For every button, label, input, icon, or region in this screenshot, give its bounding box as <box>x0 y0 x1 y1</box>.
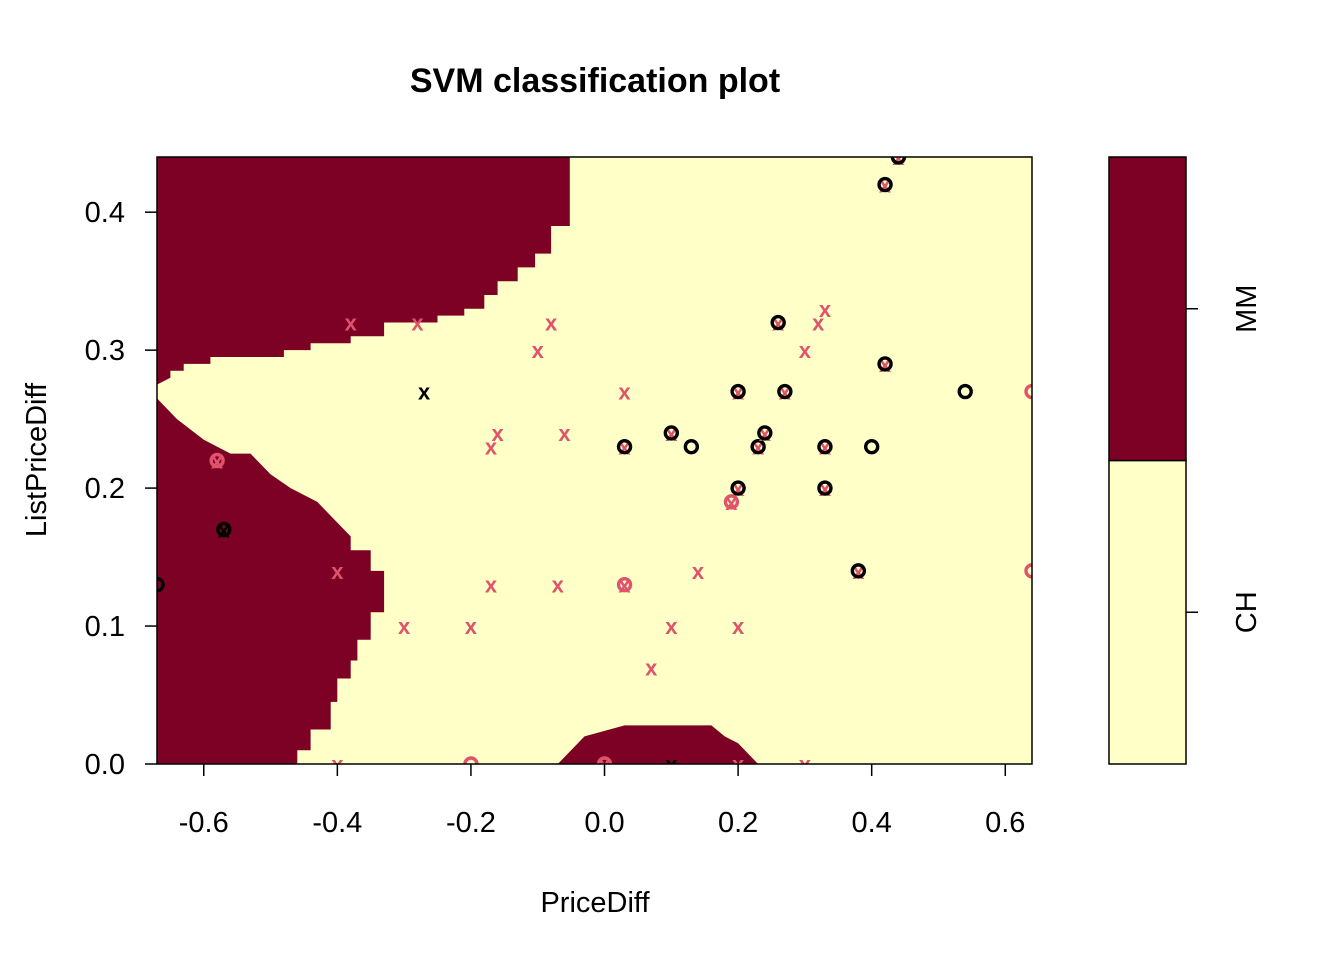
point-x-23: x <box>618 380 631 405</box>
point-o-40 <box>730 383 746 400</box>
point-o-60 <box>850 563 867 579</box>
x-tick-label-6: 0.4 <box>852 807 892 839</box>
decision-region-mm-2 <box>157 398 385 764</box>
point-o-48 <box>770 314 786 331</box>
point-o-58 <box>817 480 833 496</box>
point-o-68 <box>957 383 973 400</box>
point-x-15: x <box>492 421 505 446</box>
x-axis-label: PriceDiff <box>540 887 650 919</box>
legend-label-mm: MM <box>1231 285 1263 333</box>
point-o-63 <box>877 176 893 193</box>
point-o-44 <box>750 439 766 455</box>
point-x-31: x <box>665 614 678 639</box>
legend-swatch-mm <box>1108 156 1187 462</box>
point-x-42: x <box>732 752 745 777</box>
point-x-32: x <box>665 752 678 777</box>
point-o-69 <box>1024 383 1032 400</box>
point-x-16: x <box>485 573 498 598</box>
x-tick-label-7: 0.6 <box>985 807 1025 839</box>
point-o-33 <box>683 439 700 455</box>
y-tick-label-3: 0.2 <box>85 473 125 505</box>
y-tick-label-4: 0.3 <box>85 335 125 367</box>
decision-region-mm-3 <box>557 725 759 764</box>
chart-title: SVM classification plot <box>410 62 780 100</box>
point-o-38 <box>730 480 746 496</box>
point-x-52: x <box>799 752 812 777</box>
x-axis: -0.6 -0.4 -0.2 0.0 0.2 0.4 0.6 <box>179 764 1025 839</box>
point-x-12: x <box>465 614 478 639</box>
point-o-27 <box>616 576 633 593</box>
y-tick-label-1: 0.0 <box>85 749 125 781</box>
point-o-67 <box>890 157 907 165</box>
data-points: xxxxxxxxxxxxxxxxxxxxxxxxxxxxxxxxxxxxxxxx… <box>157 157 1032 777</box>
point-o-5 <box>216 521 232 538</box>
y-tick-label-2: 0.1 <box>85 611 125 643</box>
point-x-11: x <box>418 380 431 405</box>
point-x-18: x <box>545 311 558 336</box>
point-o-22 <box>596 756 613 764</box>
point-x-6: x <box>331 559 344 584</box>
y-tick-label-5: 0.4 <box>85 197 125 229</box>
x-tick-label-5: 0.2 <box>718 807 758 839</box>
point-x-10: x <box>411 311 424 336</box>
point-o-70 <box>1024 563 1032 579</box>
point-o-13 <box>463 756 479 764</box>
legend-label-ch: CH <box>1231 591 1263 633</box>
point-o-50 <box>777 383 793 400</box>
plot-frame <box>156 156 1033 765</box>
point-x-14: x <box>485 435 498 460</box>
point-o-1 <box>157 576 165 593</box>
point-x-51: x <box>799 338 812 363</box>
point-o-61 <box>863 439 880 455</box>
y-axis: 0.0 0.1 0.2 0.3 0.4 <box>85 197 157 781</box>
point-x-20: x <box>558 421 571 446</box>
point-x-41: x <box>732 614 745 639</box>
point-x-8: x <box>345 311 358 336</box>
point-o-56 <box>817 439 833 455</box>
point-x-19: x <box>552 573 565 598</box>
decision-regions <box>157 157 759 764</box>
plot-area: xxxxxxxxxxxxxxxxxxxxxxxxxxxxxxxxxxxxxxxx… <box>156 156 1033 777</box>
point-o-36 <box>723 494 740 510</box>
x-tick-label-1: -0.6 <box>179 807 229 839</box>
decision-region-mm-1 <box>157 157 570 385</box>
x-tick-label-4: 0.0 <box>584 807 624 839</box>
point-x-53: x <box>812 311 825 336</box>
point-o-3 <box>209 452 225 469</box>
point-x-7: x <box>331 752 344 777</box>
point-o-65 <box>877 356 893 372</box>
point-x-17: x <box>532 338 545 363</box>
legend-color-bar: CH MM <box>1108 156 1263 765</box>
point-o-46 <box>757 425 773 441</box>
point-x-9: x <box>398 614 411 639</box>
point-x-28: x <box>645 655 658 680</box>
point-o-25 <box>616 439 633 455</box>
point-x-34: x <box>692 559 705 584</box>
x-tick-label-2: -0.4 <box>312 807 362 839</box>
point-o-30 <box>663 425 680 441</box>
x-tick-label-3: -0.2 <box>446 807 496 839</box>
y-axis-label: ListPriceDiff <box>21 382 53 537</box>
legend-swatch-ch <box>1108 459 1187 765</box>
point-x-54: x <box>819 297 832 322</box>
